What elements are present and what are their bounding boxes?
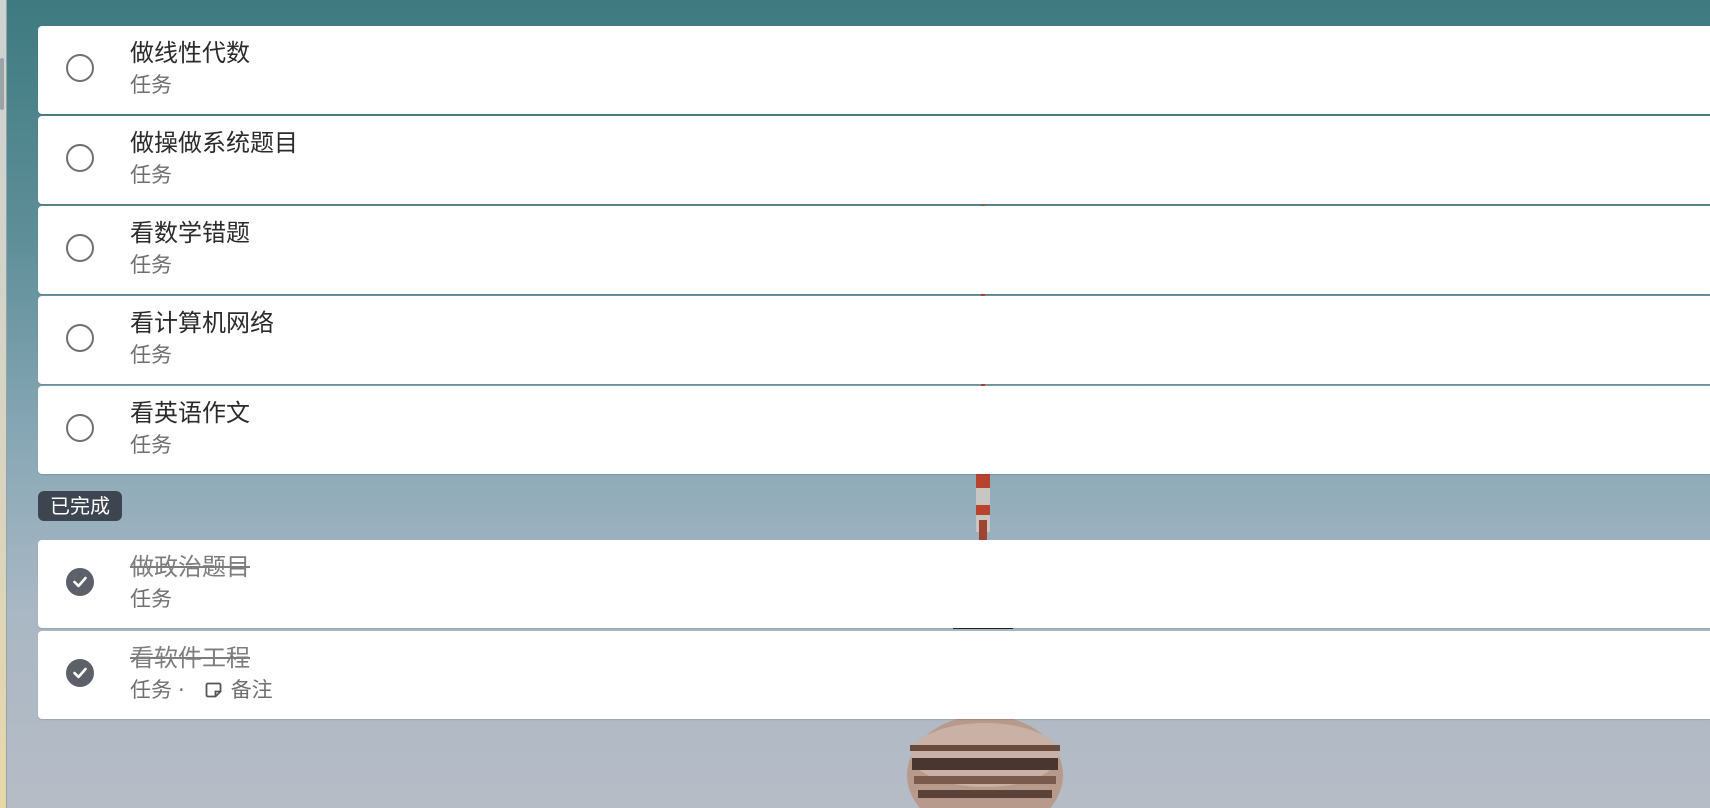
task-title: 做政治题目	[130, 553, 250, 581]
task-meta: 任务 · 备注	[130, 677, 273, 705]
completed-section-label[interactable]: 已完成	[38, 491, 122, 521]
completed-task-row[interactable]: 看软件工程 任务 · 备注	[38, 631, 1710, 719]
checkmark-icon	[73, 576, 87, 588]
scrollbar-thumb[interactable]	[0, 58, 4, 110]
complete-checkbox[interactable]	[66, 234, 94, 262]
task-row[interactable]: 看数学错题 任务	[38, 206, 1710, 294]
task-title: 看英语作文	[130, 399, 250, 427]
task-title: 做操做系统题目	[130, 129, 298, 157]
complete-checkbox[interactable]	[66, 324, 94, 352]
note-icon	[205, 679, 223, 705]
task-title: 看软件工程	[130, 644, 250, 672]
task-row[interactable]: 看计算机网络 任务	[38, 296, 1710, 384]
task-category: 任务	[130, 253, 172, 277]
task-row[interactable]: 看英语作文 任务	[38, 386, 1710, 474]
complete-checkbox[interactable]	[66, 414, 94, 442]
completed-checkbox[interactable]	[66, 568, 94, 596]
sidebar-edge	[0, 0, 7, 808]
note-label: 备注	[230, 678, 273, 702]
complete-checkbox[interactable]	[66, 144, 94, 172]
task-title: 看计算机网络	[130, 309, 274, 337]
task-category: 任务	[130, 433, 172, 457]
task-category: 任务	[130, 163, 172, 187]
task-category: 任务	[130, 73, 172, 97]
task-row[interactable]: 做操做系统题目 任务	[38, 116, 1710, 204]
task-title: 看数学错题	[130, 219, 250, 247]
task-title: 做线性代数	[130, 39, 250, 67]
meta-separator: ·	[178, 678, 185, 702]
task-row[interactable]: 做线性代数 任务	[38, 26, 1710, 114]
task-category: 任务	[130, 343, 172, 367]
checkmark-icon	[73, 667, 87, 679]
completed-checkbox[interactable]	[66, 659, 94, 687]
task-category: 任务	[130, 678, 172, 702]
task-category: 任务	[130, 587, 172, 611]
complete-checkbox[interactable]	[66, 54, 94, 82]
completed-task-row[interactable]: 做政治题目 任务	[38, 540, 1710, 628]
